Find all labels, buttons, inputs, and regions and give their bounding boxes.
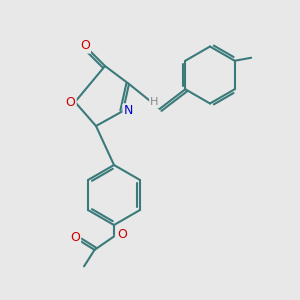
Text: O: O xyxy=(66,95,75,109)
Text: O: O xyxy=(70,231,80,244)
Text: O: O xyxy=(118,228,127,242)
Text: N: N xyxy=(124,104,133,118)
Text: O: O xyxy=(80,39,90,52)
Text: H: H xyxy=(150,97,159,107)
